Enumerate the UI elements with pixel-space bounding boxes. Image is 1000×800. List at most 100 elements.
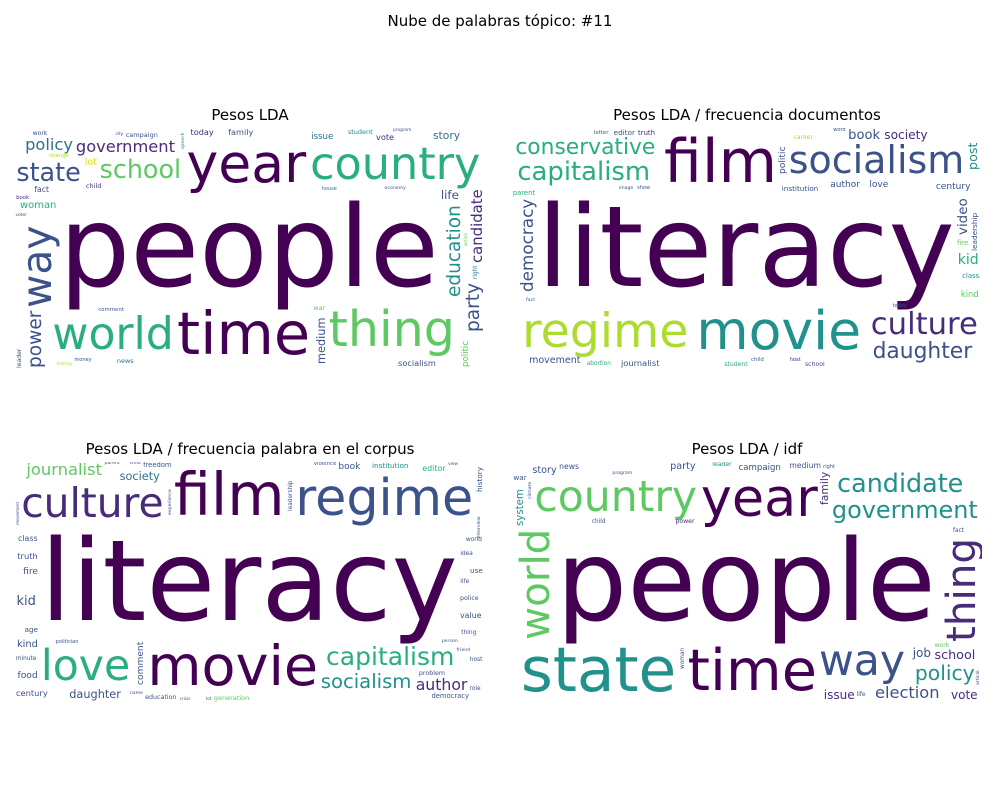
- word-world: world: [52, 309, 174, 361]
- word-experience: experience: [167, 489, 173, 516]
- word-food: food: [17, 670, 38, 681]
- word-show: show: [637, 185, 651, 192]
- word-crisis: crisis: [179, 696, 191, 702]
- panel-title: Pesos LDA: [211, 106, 289, 124]
- word-thing: thing: [937, 537, 982, 642]
- word-child: child: [85, 182, 102, 191]
- word-minute: minute: [15, 656, 37, 663]
- word-politic: politic: [461, 341, 472, 368]
- word-democracy: democracy: [431, 692, 469, 701]
- word-medium: medium: [789, 462, 822, 471]
- word-fact: fact: [952, 528, 964, 535]
- word-socialism: socialism: [398, 358, 436, 368]
- word-violence: violence: [313, 462, 337, 468]
- word-video: video: [955, 198, 971, 235]
- word-vote: vote: [376, 132, 395, 143]
- word-interview: interview: [476, 516, 482, 539]
- word-abortion: abortion: [586, 360, 611, 367]
- word-society: society: [884, 128, 928, 143]
- word-image: image: [618, 186, 634, 192]
- word-history: history: [56, 362, 73, 368]
- word-school: school: [804, 360, 825, 368]
- word-freedom: freedom: [143, 462, 172, 470]
- word-program: program: [393, 128, 412, 133]
- panel-title: Pesos LDA / frecuencia documentos: [613, 106, 881, 124]
- word-campaign: campaign: [738, 463, 781, 474]
- word-movement: movement: [15, 501, 21, 526]
- word-movie: movie: [147, 633, 319, 699]
- word-money: money: [74, 356, 92, 363]
- word-journalist: journalist: [26, 462, 102, 480]
- word-thing: thing: [461, 629, 477, 636]
- word-author: author: [830, 179, 860, 190]
- word-person: person: [441, 638, 458, 644]
- word-century: century: [15, 687, 48, 698]
- word-speech: speech: [180, 132, 186, 150]
- word-politician: politician: [55, 638, 79, 645]
- word-class: class: [18, 534, 38, 544]
- word-love: love: [869, 179, 889, 190]
- word-power: power: [25, 310, 46, 368]
- word-author: author: [415, 675, 468, 695]
- word-party: party: [462, 283, 484, 333]
- word-century: century: [935, 181, 971, 192]
- word-policy: policy: [914, 660, 975, 685]
- word-use: use: [469, 566, 483, 576]
- word-child: child: [129, 462, 141, 467]
- word-story: story: [432, 128, 461, 142]
- word-cloud: literacy film movie regime culture capitalism…: [15, 462, 485, 702]
- word-cloud: people year time country thing world way educat…: [15, 128, 485, 368]
- word-culture: culture: [870, 307, 978, 343]
- word-school: school: [99, 154, 182, 185]
- word-candidate: candidate: [837, 468, 964, 499]
- word-family: family: [228, 128, 254, 138]
- word-work: work: [934, 642, 950, 650]
- word-institution: institution: [781, 183, 819, 193]
- word-issue: issue: [823, 687, 855, 702]
- word-education: education: [443, 204, 465, 297]
- word-country: country: [534, 472, 698, 523]
- word-word: word: [833, 128, 846, 134]
- word-thing: thing: [328, 300, 455, 359]
- word-movie: movie: [696, 299, 862, 363]
- word-issue: issue: [311, 131, 334, 142]
- word-journalist: journalist: [620, 358, 660, 368]
- word-leadership: leadership: [969, 213, 979, 252]
- word-state: state: [520, 635, 677, 702]
- word-role: role: [469, 686, 481, 693]
- word-life: life: [856, 692, 866, 699]
- word-article: article: [976, 670, 982, 685]
- word-school: school: [934, 647, 976, 663]
- word-child: child: [591, 519, 606, 526]
- word-leadership: leadership: [288, 480, 295, 511]
- word-woman: woman: [20, 200, 57, 212]
- word-love: love: [40, 641, 131, 692]
- word-right: right: [823, 463, 835, 470]
- word-culture: culture: [21, 479, 164, 528]
- word-action: action: [463, 232, 469, 246]
- word-lot: lot: [84, 156, 98, 168]
- word-socialism: socialism: [788, 137, 965, 182]
- word-capitalism: capitalism: [517, 157, 651, 188]
- word-truth: truth: [638, 129, 655, 138]
- word-party: party: [670, 462, 696, 473]
- word-name: name: [129, 690, 144, 696]
- word-government: government: [831, 495, 978, 524]
- word-literacy: literacy: [40, 517, 458, 647]
- word-climate: climate: [528, 481, 534, 499]
- word-vote: vote: [951, 688, 978, 702]
- word-leader: leader: [712, 462, 732, 469]
- word-cloud: people year time country state government way w…: [512, 462, 982, 702]
- word-medium: medium: [313, 317, 328, 364]
- word-book: book: [338, 462, 361, 473]
- word-program: program: [612, 470, 633, 476]
- word-book: book: [848, 128, 881, 143]
- word-age: age: [24, 625, 39, 635]
- word-campaign: campaign: [125, 131, 158, 140]
- word-power: power: [675, 518, 695, 526]
- word-news: news: [116, 357, 134, 366]
- word-socialism: socialism: [320, 669, 412, 693]
- word-class: class: [962, 272, 980, 281]
- word-fact: fact: [34, 184, 49, 194]
- word-time: time: [177, 298, 311, 368]
